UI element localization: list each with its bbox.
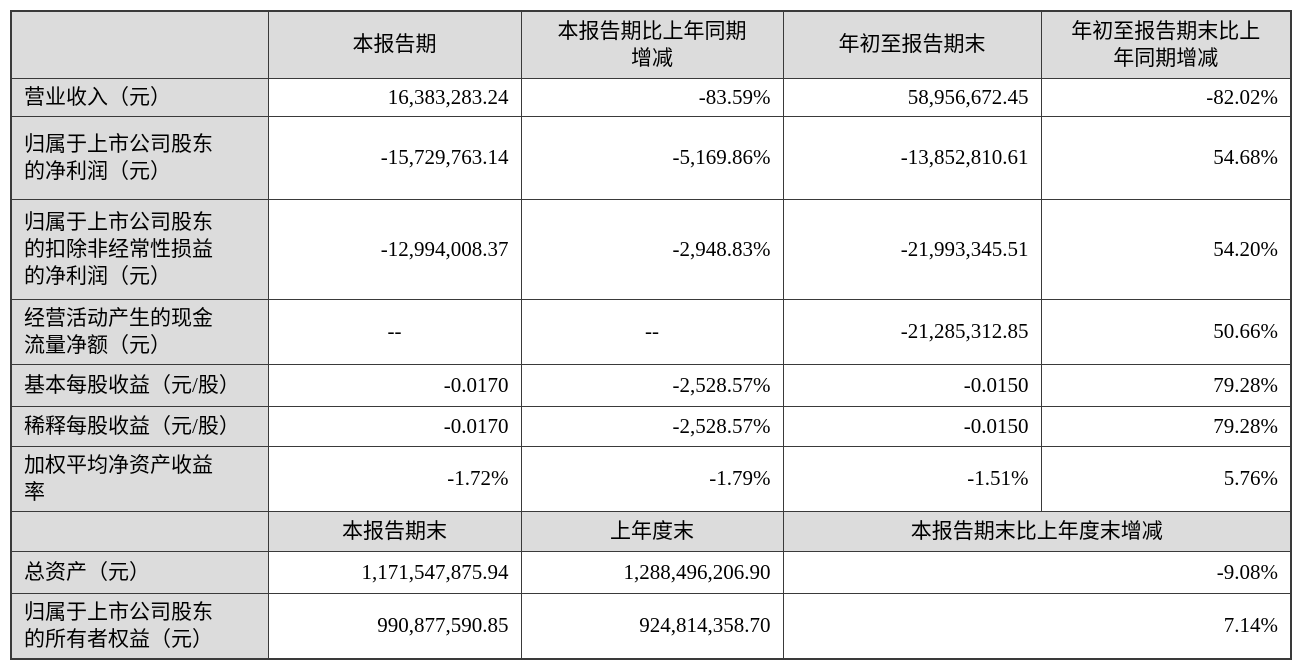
value-year-to-date: -1.51% [782,445,1042,512]
table-row-operating-revenue: 营业收入（元） 16,383,283.24 -83.59% 58,956,672… [10,77,1292,117]
value-end-of-current-period: 1,171,547,875.94 [267,550,522,594]
header-current-period: 本报告期 [267,10,522,79]
row-label: 归属于上市公司股东 的扣除非经常性损益 的净利润（元） [10,198,269,300]
value-yoy-change: -- [520,298,784,365]
row-label: 总资产（元） [10,550,269,594]
header-current-period-yoy-change: 本报告期比上年同期 增减 [520,10,784,79]
value-yoy-change: -2,948.83% [520,198,784,300]
value-current-period: 16,383,283.24 [267,77,522,117]
value-ytd-yoy-change: 5.76% [1040,445,1292,512]
value-current-period: -12,994,008.37 [267,198,522,300]
value-year-to-date: 58,956,672.45 [782,77,1042,117]
header-row-2: 本报告期末 上年度末 本报告期末比上年度末增减 [10,510,1292,552]
value-yoy-change: -2,528.57% [520,363,784,407]
table-row-diluted-eps: 稀释每股收益（元/股） -0.0170 -2,528.57% -0.0150 7… [10,405,1292,447]
value-end-of-prev-year: 924,814,358.70 [520,592,784,660]
table-row-operating-cash-flow: 经营活动产生的现金 流量净额（元） -- -- -21,285,312.85 5… [10,298,1292,365]
value-year-to-date: -21,993,345.51 [782,198,1042,300]
row-label: 基本每股收益（元/股） [10,363,269,407]
value-year-to-date: -0.0150 [782,405,1042,447]
value-yoy-change: -5,169.86% [520,115,784,200]
value-ytd-yoy-change: 50.66% [1040,298,1292,365]
row-label: 归属于上市公司股东 的所有者权益（元） [10,592,269,660]
table-row-equity-attributable-to-shareholders: 归属于上市公司股东 的所有者权益（元） 990,877,590.85 924,8… [10,592,1292,660]
value-current-period: -- [267,298,522,365]
value-yoy-change: -83.59% [520,77,784,117]
value-change-vs-prev-year-end: 7.14% [782,592,1292,660]
table-row-basic-eps: 基本每股收益（元/股） -0.0170 -2,528.57% -0.0150 7… [10,363,1292,407]
header-end-of-prev-year: 上年度末 [520,510,784,552]
table-row-net-profit-excl-nonrecurring: 归属于上市公司股东 的扣除非经常性损益 的净利润（元） -12,994,008.… [10,198,1292,300]
value-yoy-change: -1.79% [520,445,784,512]
value-current-period: -0.0170 [267,405,522,447]
header-end-of-current-period: 本报告期末 [267,510,522,552]
value-ytd-yoy-change: 79.28% [1040,363,1292,407]
header-year-to-date-yoy-change: 年初至报告期末比上 年同期增减 [1040,10,1292,79]
table-row-total-assets: 总资产（元） 1,171,547,875.94 1,288,496,206.90… [10,550,1292,594]
header-row-1: 本报告期 本报告期比上年同期 增减 年初至报告期末 年初至报告期末比上 年同期增… [10,10,1292,79]
header-corner-cell [10,10,269,79]
value-change-vs-prev-year-end: -9.08% [782,550,1292,594]
header-corner-cell-2 [10,510,269,552]
value-ytd-yoy-change: 54.20% [1040,198,1292,300]
value-ytd-yoy-change: 79.28% [1040,405,1292,447]
key-financials-table: 本报告期 本报告期比上年同期 增减 年初至报告期末 年初至报告期末比上 年同期增… [10,10,1292,660]
value-current-period: -0.0170 [267,363,522,407]
value-ytd-yoy-change: -82.02% [1040,77,1292,117]
value-year-to-date: -13,852,810.61 [782,115,1042,200]
value-year-to-date: -21,285,312.85 [782,298,1042,365]
row-label: 稀释每股收益（元/股） [10,405,269,447]
value-yoy-change: -2,528.57% [520,405,784,447]
value-end-of-prev-year: 1,288,496,206.90 [520,550,784,594]
value-ytd-yoy-change: 54.68% [1040,115,1292,200]
value-current-period: -1.72% [267,445,522,512]
table-row-net-profit: 归属于上市公司股东 的净利润（元） -15,729,763.14 -5,169.… [10,115,1292,200]
value-year-to-date: -0.0150 [782,363,1042,407]
row-label: 营业收入（元） [10,77,269,117]
row-label: 归属于上市公司股东 的净利润（元） [10,115,269,200]
header-year-to-date: 年初至报告期末 [782,10,1042,79]
value-end-of-current-period: 990,877,590.85 [267,592,522,660]
row-label: 经营活动产生的现金 流量净额（元） [10,298,269,365]
table-row-weighted-avg-roe: 加权平均净资产收益 率 -1.72% -1.79% -1.51% 5.76% [10,445,1292,512]
value-current-period: -15,729,763.14 [267,115,522,200]
row-label: 加权平均净资产收益 率 [10,445,269,512]
header-change-vs-prev-year-end: 本报告期末比上年度末增减 [782,510,1292,552]
